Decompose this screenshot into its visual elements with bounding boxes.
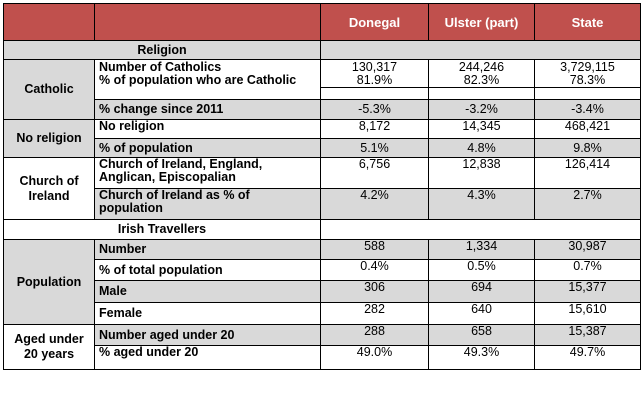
cell-ulster: 0.5% bbox=[428, 259, 535, 281]
cell-state: 15,377 bbox=[534, 280, 641, 303]
cell-donegal: 5.1% bbox=[320, 138, 429, 158]
row-label: Male bbox=[94, 280, 321, 303]
cell-ulster: 640 bbox=[428, 302, 535, 325]
group-label-aged-under-20: Aged under 20 years bbox=[3, 324, 95, 370]
cell-state: 2.7% bbox=[534, 188, 641, 220]
cell-ulster: 12,838 bbox=[428, 157, 535, 189]
cell-donegal: 6,756 bbox=[320, 157, 429, 189]
section-filler bbox=[320, 40, 641, 60]
row-label: Number bbox=[94, 239, 321, 260]
cell-state: 15,610 bbox=[534, 302, 641, 325]
table-row: Population Number 588 1,334 30,987 bbox=[3, 239, 641, 325]
cell-value: 3,729,115 bbox=[560, 60, 615, 74]
cell-value: 130,317 bbox=[351, 60, 398, 74]
row-label: % of total population bbox=[94, 259, 321, 281]
section-filler bbox=[320, 219, 641, 240]
cell-donegal: 306 bbox=[320, 280, 429, 303]
cell-state: 468,421 bbox=[534, 119, 641, 139]
cell-spacer bbox=[428, 87, 535, 100]
row-label: Church of Ireland as % of population bbox=[94, 188, 321, 220]
row-label: Church of Ireland, England, Anglican, Ep… bbox=[94, 157, 321, 189]
cell-value: 78.3% bbox=[569, 73, 606, 87]
cell-ulster: -3.2% bbox=[428, 99, 535, 120]
table-row: % aged under 20 49.0% 49.3% 49.7% bbox=[4, 345, 641, 370]
group-label-no-religion: No religion bbox=[3, 119, 95, 158]
row-label: No religion bbox=[94, 119, 321, 139]
table-row-spacer bbox=[4, 87, 641, 100]
cell-ulster: 1,334 bbox=[428, 239, 535, 260]
row-label: Female bbox=[94, 302, 321, 325]
group-label-church-of-ireland: Church of Ireland bbox=[3, 157, 95, 220]
row-label: Number aged under 20 bbox=[94, 324, 321, 346]
table-row: Male 306 694 15,377 bbox=[4, 280, 641, 303]
cell-donegal: 588 bbox=[320, 239, 429, 260]
row-label-text: % of population who are Catholic bbox=[99, 73, 297, 87]
cell-state: 30,987 bbox=[534, 239, 641, 260]
row-label: % of population bbox=[94, 138, 321, 158]
section-row-travellers: Irish Travellers bbox=[3, 219, 641, 240]
cell-spacer bbox=[320, 87, 429, 100]
table-row: Church of Ireland Church of Ireland, Eng… bbox=[3, 157, 641, 220]
row-label-spacer bbox=[94, 87, 321, 100]
cell-donegal: 130,317 81.9% bbox=[320, 59, 429, 88]
table-row: No religion No religion 8,172 14,345 468… bbox=[3, 119, 641, 158]
row-label-text: Number of Catholics bbox=[99, 60, 222, 74]
table-row: Church of Ireland as % of population 4.2… bbox=[4, 188, 641, 220]
cell-value: 244,246 bbox=[458, 60, 505, 74]
cell-state: 49.7% bbox=[534, 345, 641, 370]
cell-value: 81.9% bbox=[356, 73, 393, 87]
table-row: Aged under 20 years Number aged under 20… bbox=[3, 324, 641, 370]
cell-donegal: 49.0% bbox=[320, 345, 429, 370]
header-ulster: Ulster (part) bbox=[428, 3, 535, 41]
group-label-catholic: Catholic bbox=[3, 59, 95, 120]
cell-ulster: 244,246 82.3% bbox=[428, 59, 535, 88]
cell-ulster: 4.3% bbox=[428, 188, 535, 220]
cell-donegal: 288 bbox=[320, 324, 429, 346]
table-row: % of total population 0.4% 0.5% 0.7% bbox=[4, 259, 641, 281]
cell-ulster: 14,345 bbox=[428, 119, 535, 139]
table-row: % of population 5.1% 4.8% 9.8% bbox=[4, 138, 641, 158]
cell-state: 3,729,115 78.3% bbox=[534, 59, 641, 88]
row-label: % change since 2011 bbox=[94, 99, 321, 120]
cell-state: 15,387 bbox=[534, 324, 641, 346]
row-label: % aged under 20 bbox=[94, 345, 321, 370]
cell-spacer bbox=[534, 87, 641, 100]
cell-donegal: -5.3% bbox=[320, 99, 429, 120]
header-donegal: Donegal bbox=[320, 3, 429, 41]
header-blank bbox=[94, 3, 321, 41]
cell-state: 126,414 bbox=[534, 157, 641, 189]
table-row: Catholic Number of Catholics% of populat… bbox=[3, 59, 641, 120]
cell-donegal: 0.4% bbox=[320, 259, 429, 281]
section-row-religion: Religion bbox=[3, 40, 641, 60]
cell-ulster: 694 bbox=[428, 280, 535, 303]
table-row: % change since 2011 -5.3% -3.2% -3.4% bbox=[4, 99, 641, 120]
group-label-population: Population bbox=[3, 239, 95, 325]
row-label: Number of Catholics% of population who a… bbox=[94, 59, 321, 88]
cell-ulster: 4.8% bbox=[428, 138, 535, 158]
section-title: Irish Travellers bbox=[3, 219, 321, 240]
cell-donegal: 8,172 bbox=[320, 119, 429, 139]
cell-state: 0.7% bbox=[534, 259, 641, 281]
header-state: State bbox=[534, 3, 641, 41]
cell-value: 82.3% bbox=[463, 73, 500, 87]
statistics-table: Donegal Ulster (part) State Religion Cat… bbox=[3, 3, 641, 370]
header-row: Donegal Ulster (part) State bbox=[3, 3, 641, 41]
cell-state: 9.8% bbox=[534, 138, 641, 158]
cell-donegal: 4.2% bbox=[320, 188, 429, 220]
section-title: Religion bbox=[3, 40, 321, 60]
header-blank bbox=[3, 3, 95, 41]
table-row: Female 282 640 15,610 bbox=[4, 302, 641, 325]
cell-donegal: 282 bbox=[320, 302, 429, 325]
cell-state: -3.4% bbox=[534, 99, 641, 120]
cell-ulster: 49.3% bbox=[428, 345, 535, 370]
cell-ulster: 658 bbox=[428, 324, 535, 346]
